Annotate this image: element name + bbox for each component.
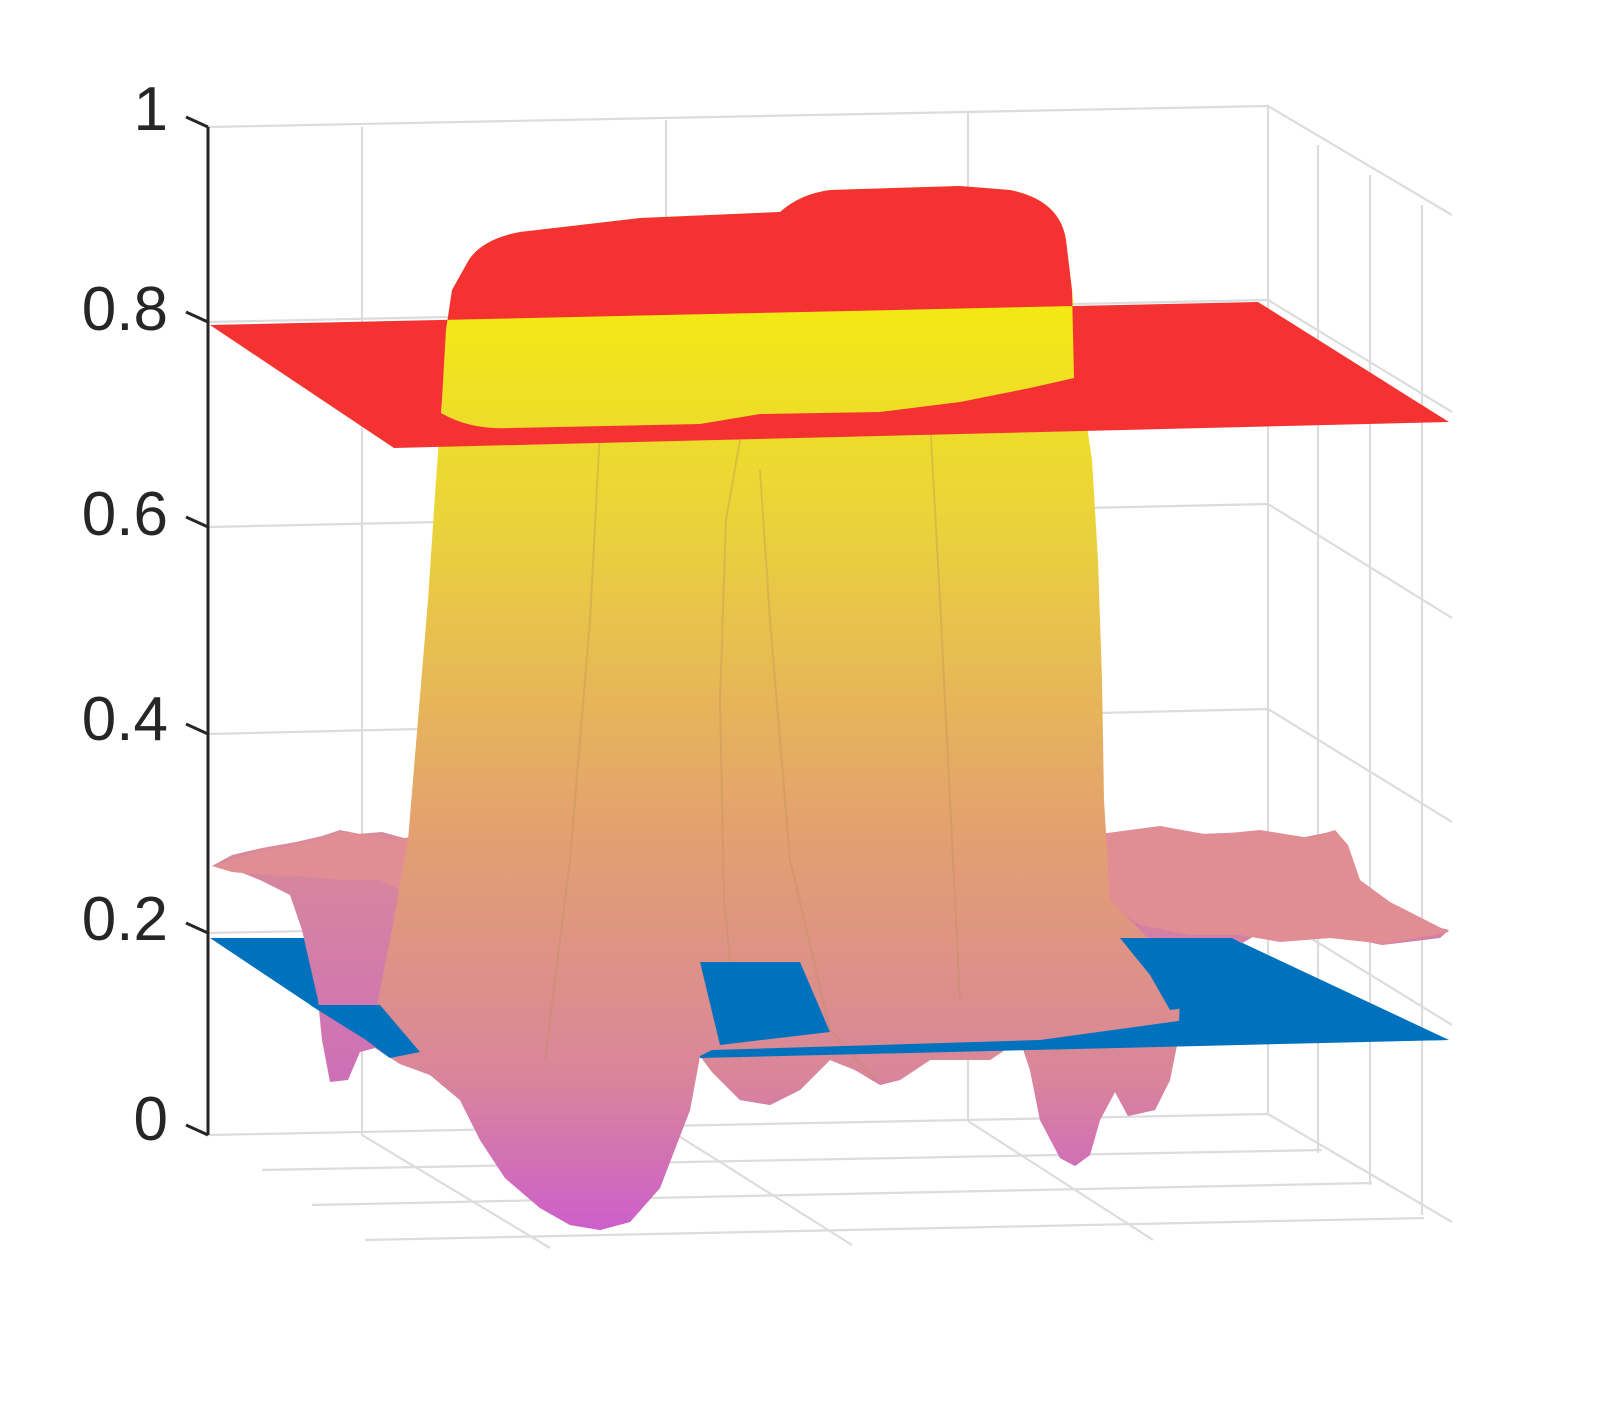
pink-surface-rim	[212, 831, 430, 900]
z-tick-label: 1	[134, 75, 168, 144]
lower-threshold-plane-front	[310, 1005, 420, 1058]
z-tick-label: 0.6	[82, 480, 168, 549]
z-tick-label: 0.8	[82, 275, 168, 344]
pink-surface-rim-right	[1100, 826, 1449, 944]
peak-surface	[375, 186, 1200, 1230]
lower-threshold-plane-front-4	[1120, 938, 1260, 1010]
lower-threshold-plane-front-2	[700, 1005, 1449, 1058]
z-tick-labels: 1 0.8 0.6 0.4 0.2 0	[82, 75, 168, 1154]
lower-threshold-plane-front-3	[700, 962, 830, 1045]
z-tick-label: 0.2	[82, 885, 168, 954]
z-tick-label: 0	[134, 1085, 168, 1154]
upper-threshold-plane	[210, 186, 1449, 448]
z-axis	[185, 115, 210, 1137]
z-tick-label: 0.4	[82, 685, 168, 754]
